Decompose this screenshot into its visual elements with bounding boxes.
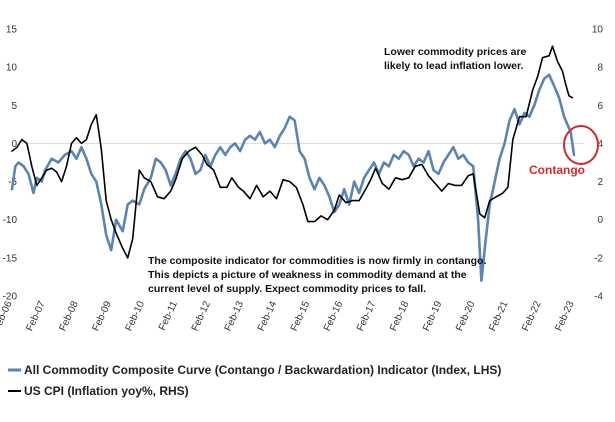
left-tick-label: 15 bbox=[6, 25, 18, 36]
legend-label-cpi: US CPI (Inflation yoy%, RHS) bbox=[24, 384, 189, 398]
annotation-bottom-line-2: This depicts a picture of weakness in co… bbox=[148, 269, 467, 281]
legend-label-commodity: All Commodity Composite Curve (Contango … bbox=[24, 363, 501, 377]
annotation-top: Lower commodity prices are likely to lea… bbox=[384, 46, 527, 72]
annotation-bottom-line-3: current level of supply. Expect commodit… bbox=[148, 283, 426, 295]
callout-label: Contango bbox=[529, 163, 585, 177]
left-tick-label: 5 bbox=[11, 101, 17, 112]
left-tick-label: -20 bbox=[3, 292, 18, 303]
left-tick-label: -15 bbox=[3, 253, 18, 264]
right-tick-label: 0 bbox=[597, 215, 603, 226]
right-axis: -4 -2 0 2 4 6 8 10 bbox=[592, 25, 604, 303]
contango-callout: Contango bbox=[529, 125, 599, 177]
right-tick-label: 2 bbox=[597, 177, 603, 188]
left-tick-label: 0 bbox=[11, 139, 17, 150]
right-tick-label: -4 bbox=[594, 292, 603, 303]
annotation-bottom: The composite indicator for commodities … bbox=[148, 255, 486, 295]
right-tick-label: -2 bbox=[594, 253, 603, 264]
legend: All Commodity Composite Curve (Contango … bbox=[8, 363, 501, 398]
right-tick-label: 10 bbox=[592, 25, 604, 36]
left-tick-label: 10 bbox=[6, 63, 18, 74]
series-layer bbox=[10, 45, 576, 282]
callout-circle bbox=[563, 125, 599, 165]
annotation-top-line-2: likely to lead inflation lower. bbox=[384, 60, 524, 72]
series-line-us-cpi bbox=[11, 45, 574, 259]
left-tick-label: -10 bbox=[3, 215, 18, 226]
right-tick-label: 6 bbox=[597, 101, 603, 112]
annotation-top-line-1: Lower commodity prices are bbox=[384, 46, 527, 58]
series-line-commodity-indicator bbox=[10, 73, 576, 282]
annotation-bottom-line-1: The composite indicator for commodities … bbox=[148, 255, 486, 267]
right-tick-label: 8 bbox=[597, 63, 603, 74]
right-tick-label: 4 bbox=[597, 139, 603, 150]
